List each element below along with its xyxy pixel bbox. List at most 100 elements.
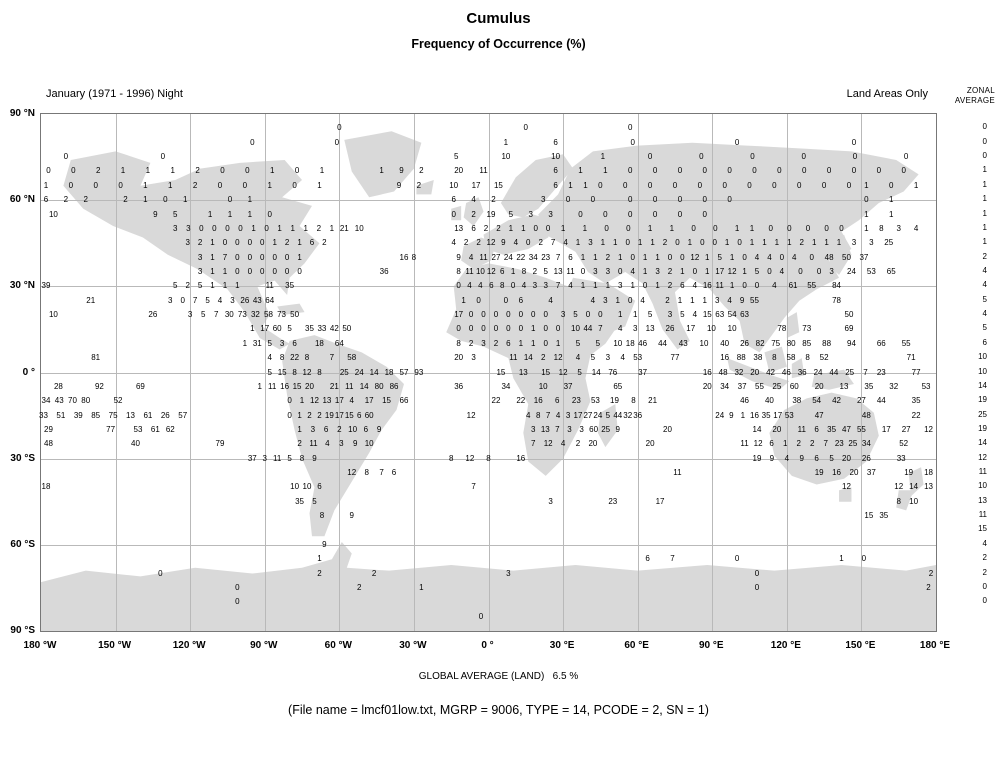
map-value: 10 xyxy=(727,324,737,334)
map-value: 16 xyxy=(280,381,290,391)
map-value: 3 xyxy=(618,281,623,291)
y-tick-label: 60 °N xyxy=(9,194,35,206)
map-value: 0 xyxy=(272,266,277,276)
map-value: 9 xyxy=(322,539,327,549)
map-value: 5 xyxy=(590,353,596,363)
map-value: 34 xyxy=(861,439,871,449)
map-value: 12 xyxy=(924,424,933,434)
zonal-average-value: 4 xyxy=(982,280,987,290)
map-value: 1 xyxy=(593,281,598,291)
map-value: 16 xyxy=(516,453,526,463)
map-value: 6 xyxy=(363,424,369,434)
map-value: 0 xyxy=(652,209,658,219)
map-value: 0 xyxy=(518,310,524,320)
map-value: 0 xyxy=(260,266,265,276)
map-value: 17 xyxy=(881,424,891,434)
map-value: 7 xyxy=(531,439,536,449)
map-value: 42 xyxy=(329,324,339,334)
map-value: 5 xyxy=(829,453,834,463)
map-value: 36 xyxy=(633,410,643,420)
map-value: 25 xyxy=(848,439,858,449)
map-value: 73 xyxy=(237,310,247,320)
map-value: 10 xyxy=(475,266,485,276)
map-value: 0 xyxy=(225,223,230,233)
map-value: 0 xyxy=(680,252,685,262)
map-value: 3 xyxy=(185,238,190,248)
map-value: 9 xyxy=(349,511,354,521)
map-value: 5 xyxy=(453,152,459,162)
map-value: 53 xyxy=(133,424,143,434)
map-value: 11 xyxy=(479,252,488,262)
map-value: 61 xyxy=(788,281,798,291)
map-value: 0 xyxy=(824,223,829,233)
map-value: 5 xyxy=(312,496,317,506)
map-value: 12 xyxy=(727,266,737,276)
map-value: 1 xyxy=(531,338,536,348)
zonal-average-value: 1 xyxy=(982,237,987,247)
map-value: 11 xyxy=(740,439,749,449)
map-value: 5 xyxy=(577,367,582,377)
map-value: 9 xyxy=(799,453,804,463)
map-value: 1 xyxy=(560,223,566,233)
map-value: 8 xyxy=(896,496,901,506)
map-value: 40 xyxy=(764,396,774,406)
map-value: 8 xyxy=(805,353,810,363)
map-value: 6 xyxy=(518,295,524,305)
gridline-horizontal xyxy=(41,286,936,288)
zonal-average-column: 0 0 0 1 1 1 1 1 1 2 4 4 5 4 5 6 10 10 14 19 25 19 14 12 11 10 13 11… xyxy=(957,113,995,630)
map-value: 73 xyxy=(802,324,812,334)
map-value: 0 xyxy=(777,166,782,176)
landmass-ireland xyxy=(451,205,462,221)
map-value: 0 xyxy=(821,180,827,190)
map-value: 46 xyxy=(638,338,648,348)
map-value: 2 xyxy=(926,582,931,592)
map-value: 1 xyxy=(637,238,643,248)
map-value: 10 xyxy=(449,180,459,190)
map-value: 20 xyxy=(645,439,655,449)
map-value: 55 xyxy=(856,424,866,434)
map-value: 1 xyxy=(222,281,228,291)
zonal-average-value: 10 xyxy=(978,352,987,362)
map-value: 52 xyxy=(819,353,829,363)
map-value: 1 xyxy=(329,223,335,233)
map-value: 9 xyxy=(456,252,461,262)
map-value: 2 xyxy=(799,238,804,248)
map-value: 3 xyxy=(506,568,511,578)
map-value: 53 xyxy=(921,381,931,391)
map-value: 1 xyxy=(677,295,683,305)
map-value: 17 xyxy=(334,396,344,406)
map-value: 11 xyxy=(268,381,277,391)
map-value: 1 xyxy=(521,223,526,233)
map-value: 7 xyxy=(598,324,603,334)
map-value: 20 xyxy=(588,439,598,449)
map-value: 4 xyxy=(568,281,573,291)
map-value: 0 xyxy=(604,223,609,233)
x-tick-label: 150 °E xyxy=(845,640,876,651)
map-value: 6 xyxy=(645,554,650,564)
map-value: 48 xyxy=(718,367,728,377)
map-value: 6 xyxy=(553,166,558,176)
map-value: 0 xyxy=(801,152,806,162)
map-value: 3 xyxy=(532,281,538,291)
map-value: 43 xyxy=(54,396,64,406)
map-value: 16 xyxy=(702,281,712,291)
map-value: 1 xyxy=(299,396,305,406)
map-value: 1 xyxy=(687,238,693,248)
map-value: 6 xyxy=(391,468,397,478)
map-value: 2 xyxy=(605,252,611,262)
map-value: 4 xyxy=(467,281,472,291)
map-value: 66 xyxy=(399,396,409,406)
map-value: 16 xyxy=(533,396,543,406)
map-value: 0 xyxy=(826,166,832,176)
map-value: 48 xyxy=(44,439,53,449)
map-value: 34 xyxy=(720,381,730,391)
map-value: 76 xyxy=(608,367,618,377)
map-value: 5 xyxy=(605,410,611,420)
map-value: 17 xyxy=(773,410,783,420)
map-value: 1 xyxy=(734,223,740,233)
y-tick-label: 90 °N xyxy=(9,108,35,119)
zonal-average-value: 1 xyxy=(982,194,987,204)
map-value: 37 xyxy=(866,468,876,478)
map-value: 92 xyxy=(94,381,104,391)
map-value: 1 xyxy=(583,180,588,190)
